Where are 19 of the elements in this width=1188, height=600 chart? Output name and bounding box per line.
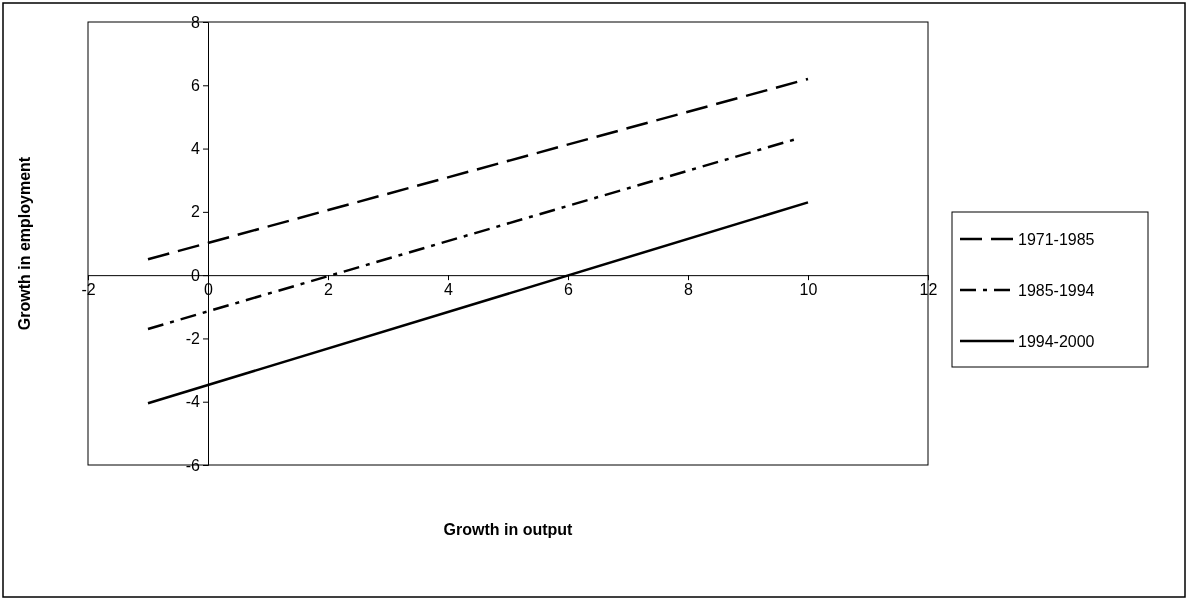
y-tick-label: -4 (185, 393, 201, 411)
x-tick-label: 12 (919, 280, 938, 298)
legend-label: 1994-2000 (1018, 333, 1095, 350)
legend-label: 1985-1994 (1018, 282, 1095, 299)
x-tick-label: 2 (324, 280, 334, 298)
y-axis-title: Growth in employment (16, 156, 33, 331)
y-tick-label: 4 (191, 140, 201, 158)
x-tick-label: -2 (81, 280, 96, 298)
y-tick-label: 2 (191, 203, 201, 221)
y-tick-label: -6 (185, 456, 201, 474)
x-axis-title: Growth in output (443, 521, 574, 538)
y-tick-label: 8 (191, 13, 201, 31)
y-tick-label: 6 (191, 76, 201, 94)
x-tick-label: 4 (444, 280, 454, 298)
x-tick-label: 6 (564, 280, 574, 298)
y-tick-label: -2 (185, 330, 201, 348)
legend-label: 1971-1985 (1018, 231, 1095, 248)
x-tick-label: 8 (684, 280, 694, 298)
x-tick-label: 10 (799, 280, 818, 298)
